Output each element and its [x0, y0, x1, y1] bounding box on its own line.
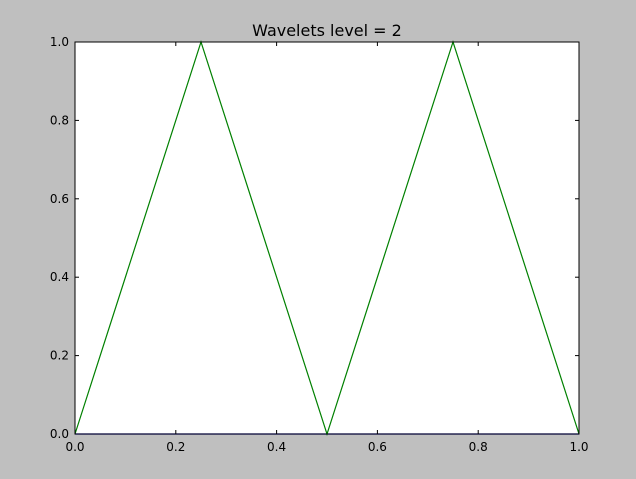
plot-area-background	[75, 42, 579, 434]
chart-title: Wavelets level = 2	[252, 21, 402, 40]
ticks-layer: 0.0 0.2 0.4 0.6 0.8 1.0 0.0 0.2 0.4 0.6 0.8 1.0	[50, 35, 589, 454]
y-tick-label: 0.8	[50, 113, 69, 127]
y-tick-label: 1.0	[50, 35, 69, 49]
x-tick-label: 0.0	[65, 440, 84, 454]
x-tick-label: 0.4	[267, 440, 286, 454]
y-tick-label: 0.6	[50, 192, 69, 206]
x-tick-label: 1.0	[569, 440, 588, 454]
y-tick-label: 0.0	[50, 427, 69, 441]
x-tick-label: 0.6	[368, 440, 387, 454]
x-tick-label: 0.8	[469, 440, 488, 454]
y-tick-label: 0.4	[50, 270, 69, 284]
y-tick-label: 0.2	[50, 349, 69, 363]
plot-area-frame	[74, 41, 580, 435]
x-tick-label: 0.2	[166, 440, 185, 454]
